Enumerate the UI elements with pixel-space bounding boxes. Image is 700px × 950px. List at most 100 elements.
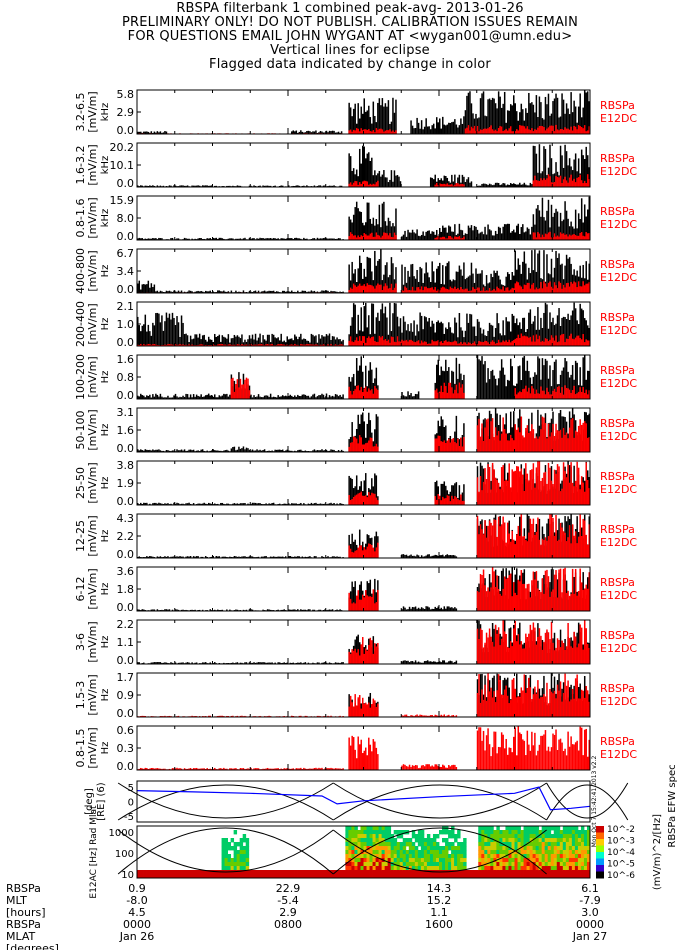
avg-series bbox=[348, 416, 590, 452]
y-tick-label: 3.8 bbox=[117, 459, 135, 472]
avg-series bbox=[348, 461, 590, 505]
y-tick-label: 0.0 bbox=[117, 495, 135, 508]
side-label-channel: E12DC bbox=[600, 377, 637, 390]
side-label-channel: E12DC bbox=[600, 430, 637, 443]
avg-series bbox=[348, 567, 590, 611]
y-tick-label: 8.0 bbox=[117, 212, 135, 225]
y-axis-label: [mV/m] bbox=[86, 568, 99, 609]
figure-title: RBSPA filterbank 1 combined peak-avg- 20… bbox=[176, 1, 524, 16]
side-label-sc: RBSPa bbox=[600, 470, 635, 483]
y-axis-label: [mV/m] bbox=[86, 144, 99, 185]
y-axis-label: [mV/m] bbox=[86, 303, 99, 344]
figure-header: RBSPA filterbank 1 combined peak-avg- 20… bbox=[0, 2, 700, 72]
side-label-sc: RBSPa bbox=[600, 311, 635, 324]
y-axis-unit: Hz bbox=[100, 371, 111, 384]
panel-frame-bg bbox=[137, 90, 590, 134]
y-tick-label: 15.9 bbox=[110, 194, 135, 207]
y-axis-unit: Hz bbox=[100, 477, 111, 490]
panel-frame-bg bbox=[137, 567, 590, 611]
y-tick-label: 2.2 bbox=[117, 530, 135, 543]
y-tick-label: 2.1 bbox=[117, 300, 135, 313]
y-axis-unit: Hz bbox=[100, 530, 111, 543]
side-label-sc: RBSPa bbox=[600, 205, 635, 218]
y-axis-unit: kHz bbox=[100, 103, 111, 122]
avg-series bbox=[137, 174, 590, 187]
avg-series bbox=[137, 333, 590, 346]
panel-frame-bg bbox=[137, 514, 590, 558]
contact-line: FOR QUESTIONS EMAIL JOHN WYGANT AT <wyga… bbox=[127, 29, 573, 44]
y-axis-label: [mV/m] bbox=[86, 515, 99, 556]
y-axis-unit: Hz bbox=[100, 265, 111, 278]
side-label-channel: E12DC bbox=[600, 112, 637, 125]
side-label-channel: E12DC bbox=[600, 165, 637, 178]
panel-frame-bg bbox=[137, 355, 590, 399]
panel-frame-bg bbox=[137, 196, 590, 240]
y-tick-label: 3.6 bbox=[117, 565, 135, 578]
y-axis-label: [mV/m] bbox=[86, 91, 99, 132]
y-tick-label: 0.8 bbox=[117, 371, 135, 384]
y-tick-label: 0.0 bbox=[117, 230, 135, 243]
y-axis-band: 200-400 bbox=[74, 301, 87, 347]
flag-note: Flagged data indicated by change in colo… bbox=[209, 57, 491, 72]
y-axis-band: 6-12 bbox=[74, 577, 87, 602]
y-tick-label: 10.1 bbox=[110, 159, 135, 172]
y-tick-label: 0.0 bbox=[117, 548, 135, 561]
y-axis-band: 1.6-3.2 bbox=[74, 146, 87, 185]
panel-frame-bg bbox=[137, 143, 590, 187]
panel-frame-bg bbox=[137, 249, 590, 293]
y-axis-label: [mV/m] bbox=[86, 356, 99, 397]
y-axis-label: [mV/m] bbox=[86, 462, 99, 503]
y-tick-label: 3.4 bbox=[117, 265, 135, 278]
eclipse-note: Vertical lines for eclipse bbox=[270, 43, 430, 58]
y-tick-label: 0.0 bbox=[117, 442, 135, 455]
y-axis-band: 50-100 bbox=[74, 411, 87, 450]
y-axis-label: [mV/m] bbox=[86, 197, 99, 238]
y-tick-label: 0.0 bbox=[117, 336, 135, 349]
side-label-sc: RBSPa bbox=[600, 417, 635, 430]
y-tick-label: 0.0 bbox=[117, 283, 135, 296]
y-axis-unit: Hz bbox=[100, 424, 111, 437]
y-tick-label: 1.6 bbox=[117, 424, 135, 437]
y-tick-label: 2.9 bbox=[117, 106, 135, 119]
side-label-sc: RBSPa bbox=[600, 152, 635, 165]
side-label-channel: E12DC bbox=[600, 218, 637, 231]
side-label-channel: E12DC bbox=[600, 536, 637, 549]
y-axis-unit: Hz bbox=[100, 318, 111, 331]
panel-frame-bg bbox=[137, 461, 590, 505]
side-label-sc: RBSPa bbox=[600, 364, 635, 377]
y-tick-label: 4.3 bbox=[117, 512, 135, 525]
side-label-sc: RBSPa bbox=[600, 258, 635, 271]
y-axis-label: [mV/m] bbox=[86, 250, 99, 291]
y-axis-band: 400-800 bbox=[74, 248, 87, 294]
y-tick-label: 0.0 bbox=[117, 601, 135, 614]
y-tick-label: 3.1 bbox=[117, 406, 135, 419]
y-axis-band: 25-50 bbox=[74, 467, 87, 499]
y-tick-label: 1.6 bbox=[117, 353, 135, 366]
panel-frame-bg bbox=[137, 302, 590, 346]
preliminary-warning: PRELIMINARY ONLY! DO NOT PUBLISH. CALIBR… bbox=[121, 15, 579, 30]
y-tick-label: 0.0 bbox=[117, 389, 135, 402]
y-tick-label: 1.8 bbox=[117, 583, 135, 596]
side-label-channel: E12DC bbox=[600, 324, 637, 337]
y-axis-band: 3.2-6.5 bbox=[74, 93, 87, 132]
y-axis-unit: Hz bbox=[100, 583, 111, 596]
y-axis-band: 100-200 bbox=[74, 354, 87, 400]
y-tick-label: 0.0 bbox=[117, 124, 135, 137]
side-label-channel: E12DC bbox=[600, 271, 637, 284]
y-tick-label: 20.2 bbox=[110, 141, 135, 154]
y-tick-label: 0.0 bbox=[117, 177, 135, 190]
y-tick-label: 5.8 bbox=[117, 88, 135, 101]
y-tick-label: 1.9 bbox=[117, 477, 135, 490]
side-label-channel: E12DC bbox=[600, 589, 637, 602]
